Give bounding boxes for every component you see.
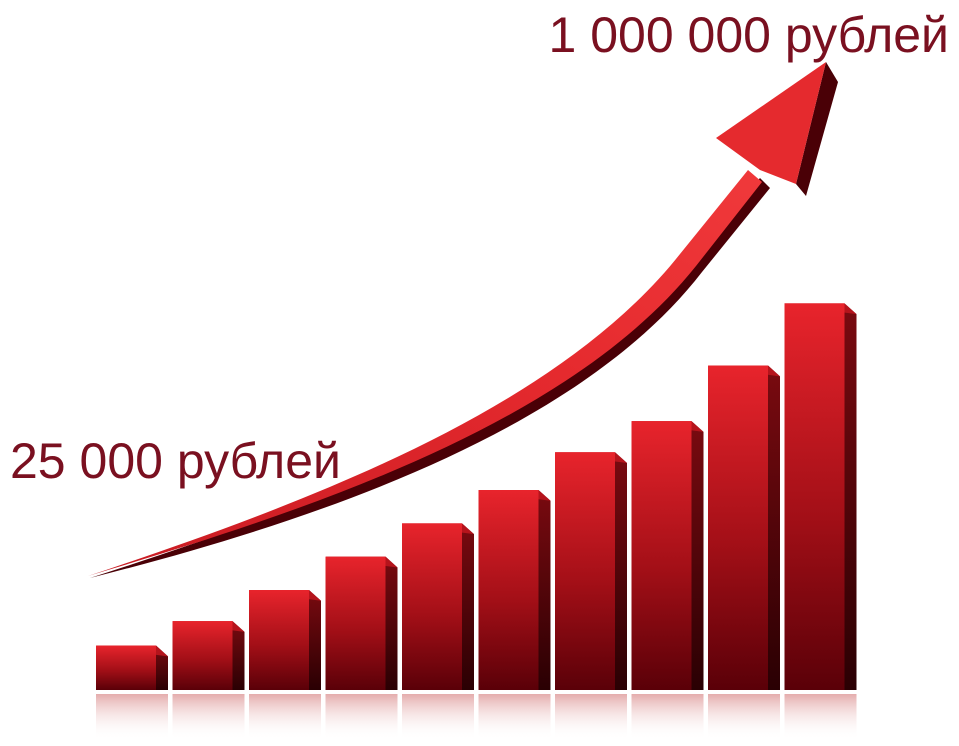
bar bbox=[784, 303, 845, 690]
bar-reflection bbox=[325, 694, 398, 740]
arrowhead bbox=[716, 62, 826, 184]
bar-reflection bbox=[478, 694, 551, 740]
bar-reflection bbox=[555, 694, 627, 740]
bar-side bbox=[768, 365, 780, 690]
bar bbox=[249, 590, 309, 690]
bars-group bbox=[96, 303, 857, 740]
bar-side bbox=[309, 590, 321, 690]
bar-reflection bbox=[708, 694, 780, 740]
bar-side bbox=[615, 452, 627, 690]
bar-side bbox=[844, 303, 857, 690]
bar-reflection bbox=[784, 694, 857, 740]
bar-side bbox=[691, 421, 704, 690]
bar bbox=[631, 421, 692, 690]
bar-side bbox=[462, 523, 474, 690]
bar-side bbox=[232, 621, 245, 690]
bar-side bbox=[538, 490, 551, 690]
trend-arrow bbox=[88, 62, 838, 578]
bar-reflection bbox=[631, 694, 704, 740]
bar-side bbox=[385, 556, 398, 690]
bar-reflection bbox=[249, 694, 321, 740]
bar bbox=[478, 490, 539, 690]
bar bbox=[402, 523, 462, 690]
bar bbox=[555, 452, 615, 690]
bar bbox=[172, 621, 233, 690]
arrowhead-shadow bbox=[796, 62, 838, 196]
bar-reflection bbox=[96, 694, 168, 740]
bar-side bbox=[156, 645, 168, 690]
bar bbox=[325, 556, 386, 690]
bar-reflection bbox=[172, 694, 245, 740]
start-amount-label: 25 000 рублей bbox=[10, 433, 341, 489]
bar-reflection bbox=[402, 694, 474, 740]
bar bbox=[96, 645, 156, 690]
bar bbox=[708, 365, 768, 690]
end-amount-label: 1 000 000 рублей bbox=[548, 7, 949, 63]
